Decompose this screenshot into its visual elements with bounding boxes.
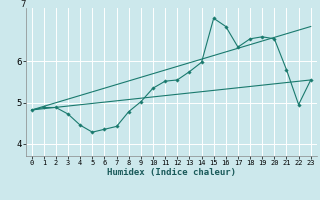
Text: 7: 7 <box>20 0 26 9</box>
X-axis label: Humidex (Indice chaleur): Humidex (Indice chaleur) <box>107 168 236 177</box>
